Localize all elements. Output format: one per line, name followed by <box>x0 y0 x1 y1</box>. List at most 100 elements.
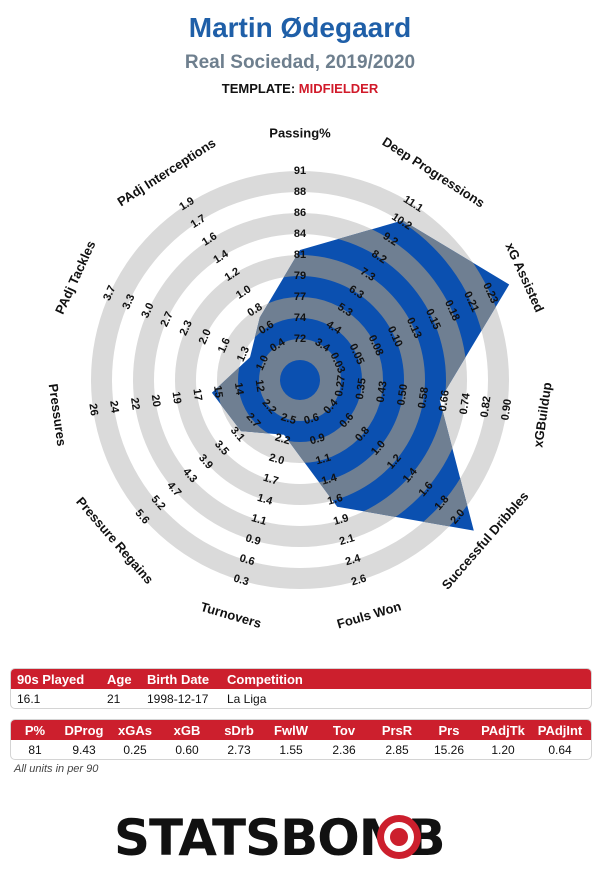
template-line: TEMPLATE: MIDFIELDER <box>0 81 600 96</box>
tick-label: 1.3 <box>235 345 252 364</box>
axis-label: Pressures <box>46 383 70 447</box>
tick-label: 2.7 <box>158 310 175 329</box>
stats-header-cell: PAdjTk <box>481 722 525 738</box>
tick-label: 0.82 <box>479 395 494 418</box>
tick-label: 1.4 <box>320 472 339 488</box>
tick-label: 2.0 <box>268 452 286 468</box>
stats-value-cell: 0.25 <box>123 742 147 757</box>
statsbomb-logo-text: STATSBOMB <box>114 809 446 867</box>
tick-label: 2.6 <box>350 572 368 588</box>
tick-label: 79 <box>294 270 306 282</box>
player-info-table: 90s Played Age Birth Date Competition 16… <box>10 668 592 709</box>
tick-label: 0.6 <box>303 411 321 427</box>
stats-value-cell: 2.85 <box>385 742 409 757</box>
tick-label: 0.6 <box>238 552 256 568</box>
tick-label: 1.6 <box>326 492 344 508</box>
units-note: All units in per 90 <box>14 763 99 775</box>
tick-label: 86 <box>294 207 306 219</box>
stats-value-cell: 0.64 <box>548 742 572 757</box>
tick-label: 0.74 <box>458 391 473 415</box>
tick-label: 0.35 <box>354 377 369 400</box>
tick-label: 88 <box>294 186 306 198</box>
tick-label: 24 <box>107 400 121 415</box>
value-competition: La Liga <box>227 691 267 706</box>
stats-header-cell: xGAs <box>118 722 152 738</box>
stats-header-row: P% DProg xGAs xGB sDrb FwlW Tov PrsR Prs… <box>11 720 591 740</box>
player-name: Martin Ødegaard <box>188 12 412 43</box>
tick-label: 2.4 <box>344 552 363 568</box>
tick-label: 74 <box>294 312 307 324</box>
radar-overlap-group <box>211 220 509 531</box>
tick-label: 1.7 <box>262 472 280 488</box>
stats-value-cell: 0.60 <box>175 742 199 757</box>
stats-header-cell: DProg <box>64 722 104 738</box>
stats-value-cell: 1.20 <box>491 742 515 757</box>
tick-label: 1.6 <box>216 336 233 355</box>
tick-label: 0.27 <box>333 374 348 397</box>
tick-label: 2.3 <box>178 319 195 338</box>
statsbomb-logo: STATSBOMB <box>0 803 600 873</box>
tick-label: 14 <box>232 382 246 397</box>
stats-value-cell: 9.43 <box>72 742 96 757</box>
tick-label: 1.0 <box>254 354 271 373</box>
axis-label: xG Assisted <box>502 240 547 314</box>
stats-header-cell: FwlW <box>274 722 308 738</box>
stats-value-cell: 2.36 <box>332 742 356 757</box>
tick-label: 1.9 <box>332 512 350 528</box>
header-age: Age <box>107 671 132 687</box>
stats-header-cell: PrsR <box>381 722 413 738</box>
stats-header-cell: P% <box>24 722 46 738</box>
stats-header-cell: Prs <box>438 722 460 738</box>
tick-label: 2.0 <box>197 327 214 346</box>
tick-label: 2.1 <box>338 532 356 548</box>
stats-value-cell: 15.26 <box>433 742 465 757</box>
stats-header-cell: sDrb <box>224 722 254 738</box>
axis-label: Fouls Won <box>335 598 403 631</box>
axis-label: Passing% <box>269 125 331 140</box>
tick-label: 17 <box>190 388 204 402</box>
stats-value-row: 81 9.43 0.25 0.60 2.73 1.55 2.36 2.85 15… <box>11 740 591 759</box>
tick-label: 0.58 <box>416 386 431 409</box>
tick-label: 0.43 <box>375 380 390 403</box>
tick-label: 1.1 <box>250 512 268 528</box>
tick-label: 91 <box>294 165 306 177</box>
tick-label: 3.3 <box>120 292 137 311</box>
tick-label: 81 <box>294 249 306 261</box>
stats-header-cell: PAdjInt <box>537 722 583 738</box>
value-birth-date: 1998-12-17 <box>147 691 209 706</box>
tick-label: 0.66 <box>437 389 452 412</box>
header-90s-played: 90s Played <box>17 671 85 687</box>
team-season: Real Sociedad, 2019/2020 <box>184 52 416 73</box>
tick-label: 22 <box>128 397 142 411</box>
tick-label: 1.1 <box>314 452 332 468</box>
stats-value-cell: 81 <box>28 742 42 757</box>
tick-label: 0.3 <box>232 572 250 588</box>
player-info-header-row: 90s Played Age Birth Date Competition <box>11 669 591 689</box>
tick-label: 2.5 <box>279 411 297 427</box>
tick-label: 0.9 <box>244 532 262 548</box>
value-age: 21 <box>107 691 121 706</box>
tick-label: 3.7 <box>101 284 118 303</box>
header-birth-date: Birth Date <box>147 671 210 687</box>
tick-label: 12 <box>253 379 267 393</box>
player-info-value-row: 16.1 21 1998-12-17 La Liga <box>11 689 591 708</box>
tick-label: 0.9 <box>308 431 326 447</box>
axis-label: PAdj Tackles <box>52 238 98 316</box>
axis-label: Turnovers <box>199 599 263 631</box>
tick-label: 15 <box>211 385 225 399</box>
tick-label: 2.2 <box>273 431 291 447</box>
tick-label: 77 <box>294 291 306 303</box>
tick-label: 0.50 <box>395 383 410 406</box>
template-label: TEMPLATE: <box>221 81 296 96</box>
tick-label: 0.90 <box>499 398 514 421</box>
stats-table: P% DProg xGAs xGB sDrb FwlW Tov PrsR Prs… <box>10 719 592 760</box>
template-value: MIDFIELDER <box>298 81 379 96</box>
stats-header-cell: Tov <box>332 722 356 738</box>
radar-overlap-band <box>259 339 341 421</box>
value-90s-played: 16.1 <box>17 691 41 706</box>
tick-label: 3.0 <box>139 301 156 320</box>
stats-header-cell: xGB <box>173 722 201 738</box>
tick-label: 1.4 <box>256 492 275 508</box>
header-competition: Competition <box>227 671 303 687</box>
tick-label: 72 <box>294 333 306 345</box>
